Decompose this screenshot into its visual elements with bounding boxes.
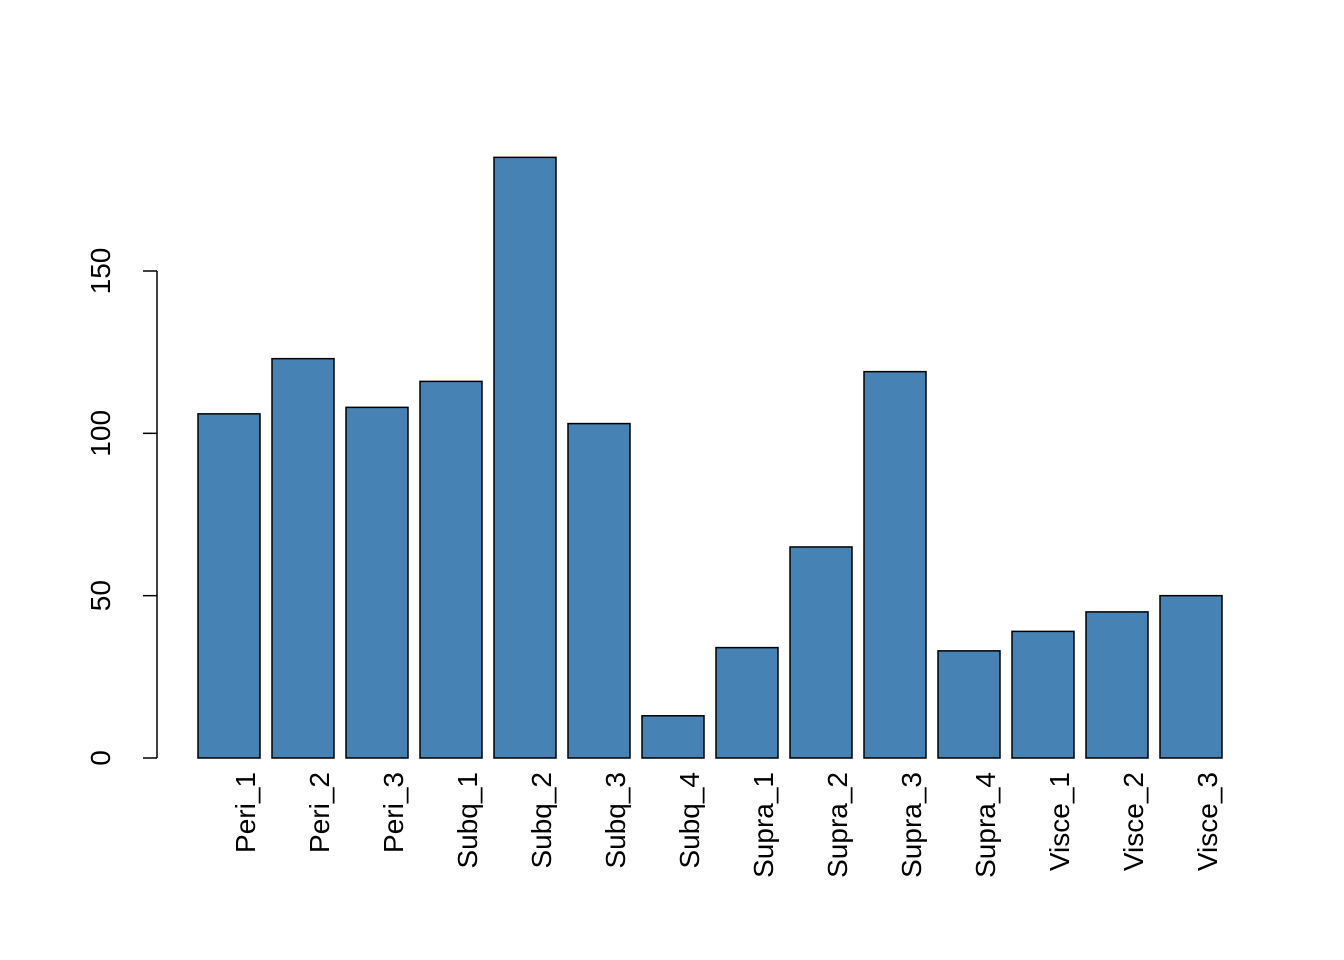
x-tick-label: Supra_4 xyxy=(970,772,1001,878)
x-tick-label: Supra_2 xyxy=(822,772,853,878)
bar xyxy=(271,357,335,759)
x-tick-label: Peri_1 xyxy=(230,772,261,853)
bar xyxy=(345,406,409,759)
x-tick-label: Supra_3 xyxy=(896,772,927,878)
x-tick-label: Subq_4 xyxy=(674,772,705,869)
x-tick-label: Visce_1 xyxy=(1044,772,1075,871)
y-tick-label: 0 xyxy=(85,750,116,766)
bar xyxy=(493,156,557,759)
x-tick-label: Subq_1 xyxy=(452,772,483,869)
bar xyxy=(567,422,631,759)
bar xyxy=(641,715,705,759)
bar xyxy=(1159,594,1223,759)
x-tick-label: Peri_2 xyxy=(304,772,335,853)
x-tick-label: Visce_2 xyxy=(1118,772,1149,871)
bar xyxy=(863,370,927,759)
y-tick-label: 100 xyxy=(85,410,116,457)
x-tick-label: Supra_1 xyxy=(748,772,779,878)
x-tick-label: Visce_3 xyxy=(1192,772,1223,871)
bar xyxy=(197,413,261,759)
bar xyxy=(1085,611,1149,759)
x-tick-label: Subq_3 xyxy=(600,772,631,869)
y-tick-label: 50 xyxy=(85,580,116,611)
bar xyxy=(715,646,779,759)
bar xyxy=(419,380,483,759)
x-tick-label: Subq_2 xyxy=(526,772,557,869)
bar xyxy=(789,546,853,759)
bar xyxy=(1011,630,1075,759)
y-tick-label: 150 xyxy=(85,248,116,295)
bar xyxy=(937,650,1001,759)
x-tick-label: Peri_3 xyxy=(378,772,409,853)
